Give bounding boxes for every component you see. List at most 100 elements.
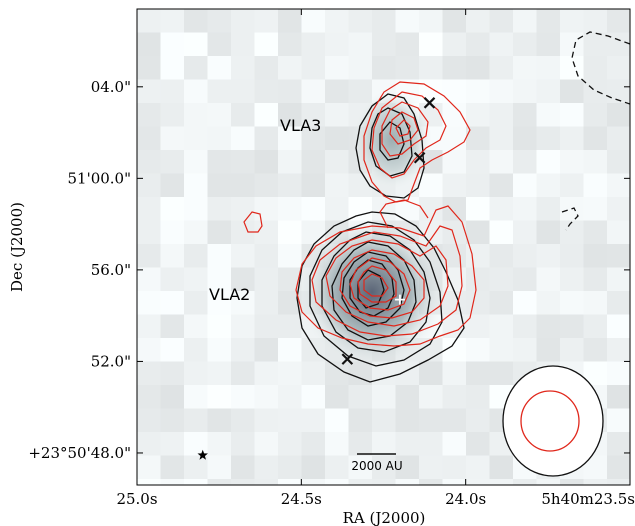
- image-pixel: [184, 291, 208, 315]
- image-pixel: [184, 338, 208, 362]
- image-pixel: [348, 79, 373, 104]
- image-pixel: [231, 408, 255, 433]
- image-pixel: [184, 56, 208, 80]
- image-pixel: [607, 361, 630, 386]
- image-pixel: [536, 32, 561, 57]
- image-pixel: [231, 126, 255, 151]
- image-pixel: [607, 408, 630, 433]
- vla3-emission: [352, 90, 432, 190]
- image-pixel: [301, 32, 326, 57]
- image-pixel: [583, 79, 608, 104]
- image-pixel: [231, 9, 255, 33]
- image-pixel: [231, 56, 255, 80]
- image-pixel: [583, 9, 608, 33]
- image-pixel: [160, 197, 185, 221]
- image-pixel: [207, 432, 232, 456]
- image-pixel: [466, 432, 490, 456]
- image-pixel: [231, 103, 255, 127]
- image-pixel: [231, 150, 255, 174]
- image-pixel: [419, 455, 443, 480]
- image-pixel: [607, 126, 630, 151]
- image-pixel: [442, 9, 467, 33]
- y-axis: 04.0" 51'00.0" 56.0" 52.0" +23°50'48.0": [28, 78, 630, 462]
- image-pixel: [137, 173, 161, 198]
- image-pixel: [207, 385, 232, 409]
- image-pixel: [301, 150, 326, 174]
- image-pixel: [348, 9, 373, 33]
- beam-black: [502, 365, 604, 477]
- image-pixel: [560, 9, 584, 33]
- image-pixel: [536, 479, 561, 485]
- image-pixel: [560, 479, 584, 485]
- image-pixel: [137, 32, 161, 57]
- red-contour: [371, 91, 447, 179]
- image-pixel: [372, 455, 396, 480]
- image-pixel: [137, 314, 161, 339]
- image-pixel: [607, 385, 630, 409]
- image-pixel: [184, 244, 208, 268]
- image-pixel: [325, 9, 349, 33]
- image-pixel: [536, 220, 561, 245]
- image-pixel: [160, 408, 185, 433]
- image-pixel: [583, 291, 608, 315]
- red-contour: [381, 101, 429, 157]
- image-pixel: [278, 9, 302, 33]
- image-pixel: [466, 479, 490, 485]
- image-pixel: [137, 9, 161, 33]
- image-pixel: [583, 32, 608, 57]
- image-pixel: [301, 455, 326, 480]
- image-pixel: [207, 244, 232, 268]
- image-pixel: [231, 173, 255, 198]
- black-contour: [331, 241, 417, 341]
- image-pixel: [184, 432, 208, 456]
- image-pixel: [489, 126, 514, 151]
- image-pixel: [137, 79, 161, 104]
- image-pixel: [560, 314, 584, 339]
- image-pixel: [583, 244, 608, 268]
- y-tick-label: 52.0": [91, 352, 131, 370]
- image-pixel: [466, 103, 490, 127]
- image-pixel: [607, 197, 630, 221]
- red-contour: [243, 211, 263, 233]
- image-pixel: [513, 291, 537, 315]
- image-pixel: [301, 361, 326, 386]
- image-pixel: [489, 32, 514, 57]
- image-pixel: [536, 126, 561, 151]
- image-pixel: [560, 220, 584, 245]
- image-pixel: [278, 455, 302, 480]
- image-pixel: [207, 103, 232, 127]
- image-pixel: [184, 197, 208, 221]
- image-pixel: [278, 126, 302, 151]
- image-pixel: [137, 244, 161, 268]
- black-contour: [355, 93, 425, 199]
- image-pixel: [184, 267, 208, 292]
- image-pixel: [536, 197, 561, 221]
- image-pixel: [466, 32, 490, 57]
- image-pixel: [489, 267, 514, 292]
- image-pixel: [278, 150, 302, 174]
- image-pixel: [278, 361, 302, 386]
- image-pixel: [184, 220, 208, 245]
- image-pixel: [348, 408, 373, 433]
- image-pixel: [207, 220, 232, 245]
- x-tick-label: 24.0s: [445, 490, 486, 508]
- image-pixel: [607, 267, 630, 292]
- image-pixel: [207, 408, 232, 433]
- red-contour: [389, 111, 419, 145]
- image-pixel: [466, 197, 490, 221]
- image-pixel: [254, 126, 279, 151]
- image-pixel: [254, 385, 279, 409]
- image-pixel: [536, 244, 561, 268]
- image-pixel: [137, 338, 161, 362]
- image-pixel: [395, 385, 420, 409]
- image-pixel: [442, 385, 467, 409]
- image-pixel: [513, 126, 537, 151]
- image-pixel: [207, 197, 232, 221]
- image-pixel: [419, 479, 443, 485]
- image-pixel: [254, 455, 279, 480]
- image-pixel: [254, 150, 279, 174]
- image-pixel: [536, 79, 561, 104]
- image-pixel: [325, 103, 349, 127]
- plus-marker: [394, 294, 405, 305]
- image-pixel: [254, 314, 279, 339]
